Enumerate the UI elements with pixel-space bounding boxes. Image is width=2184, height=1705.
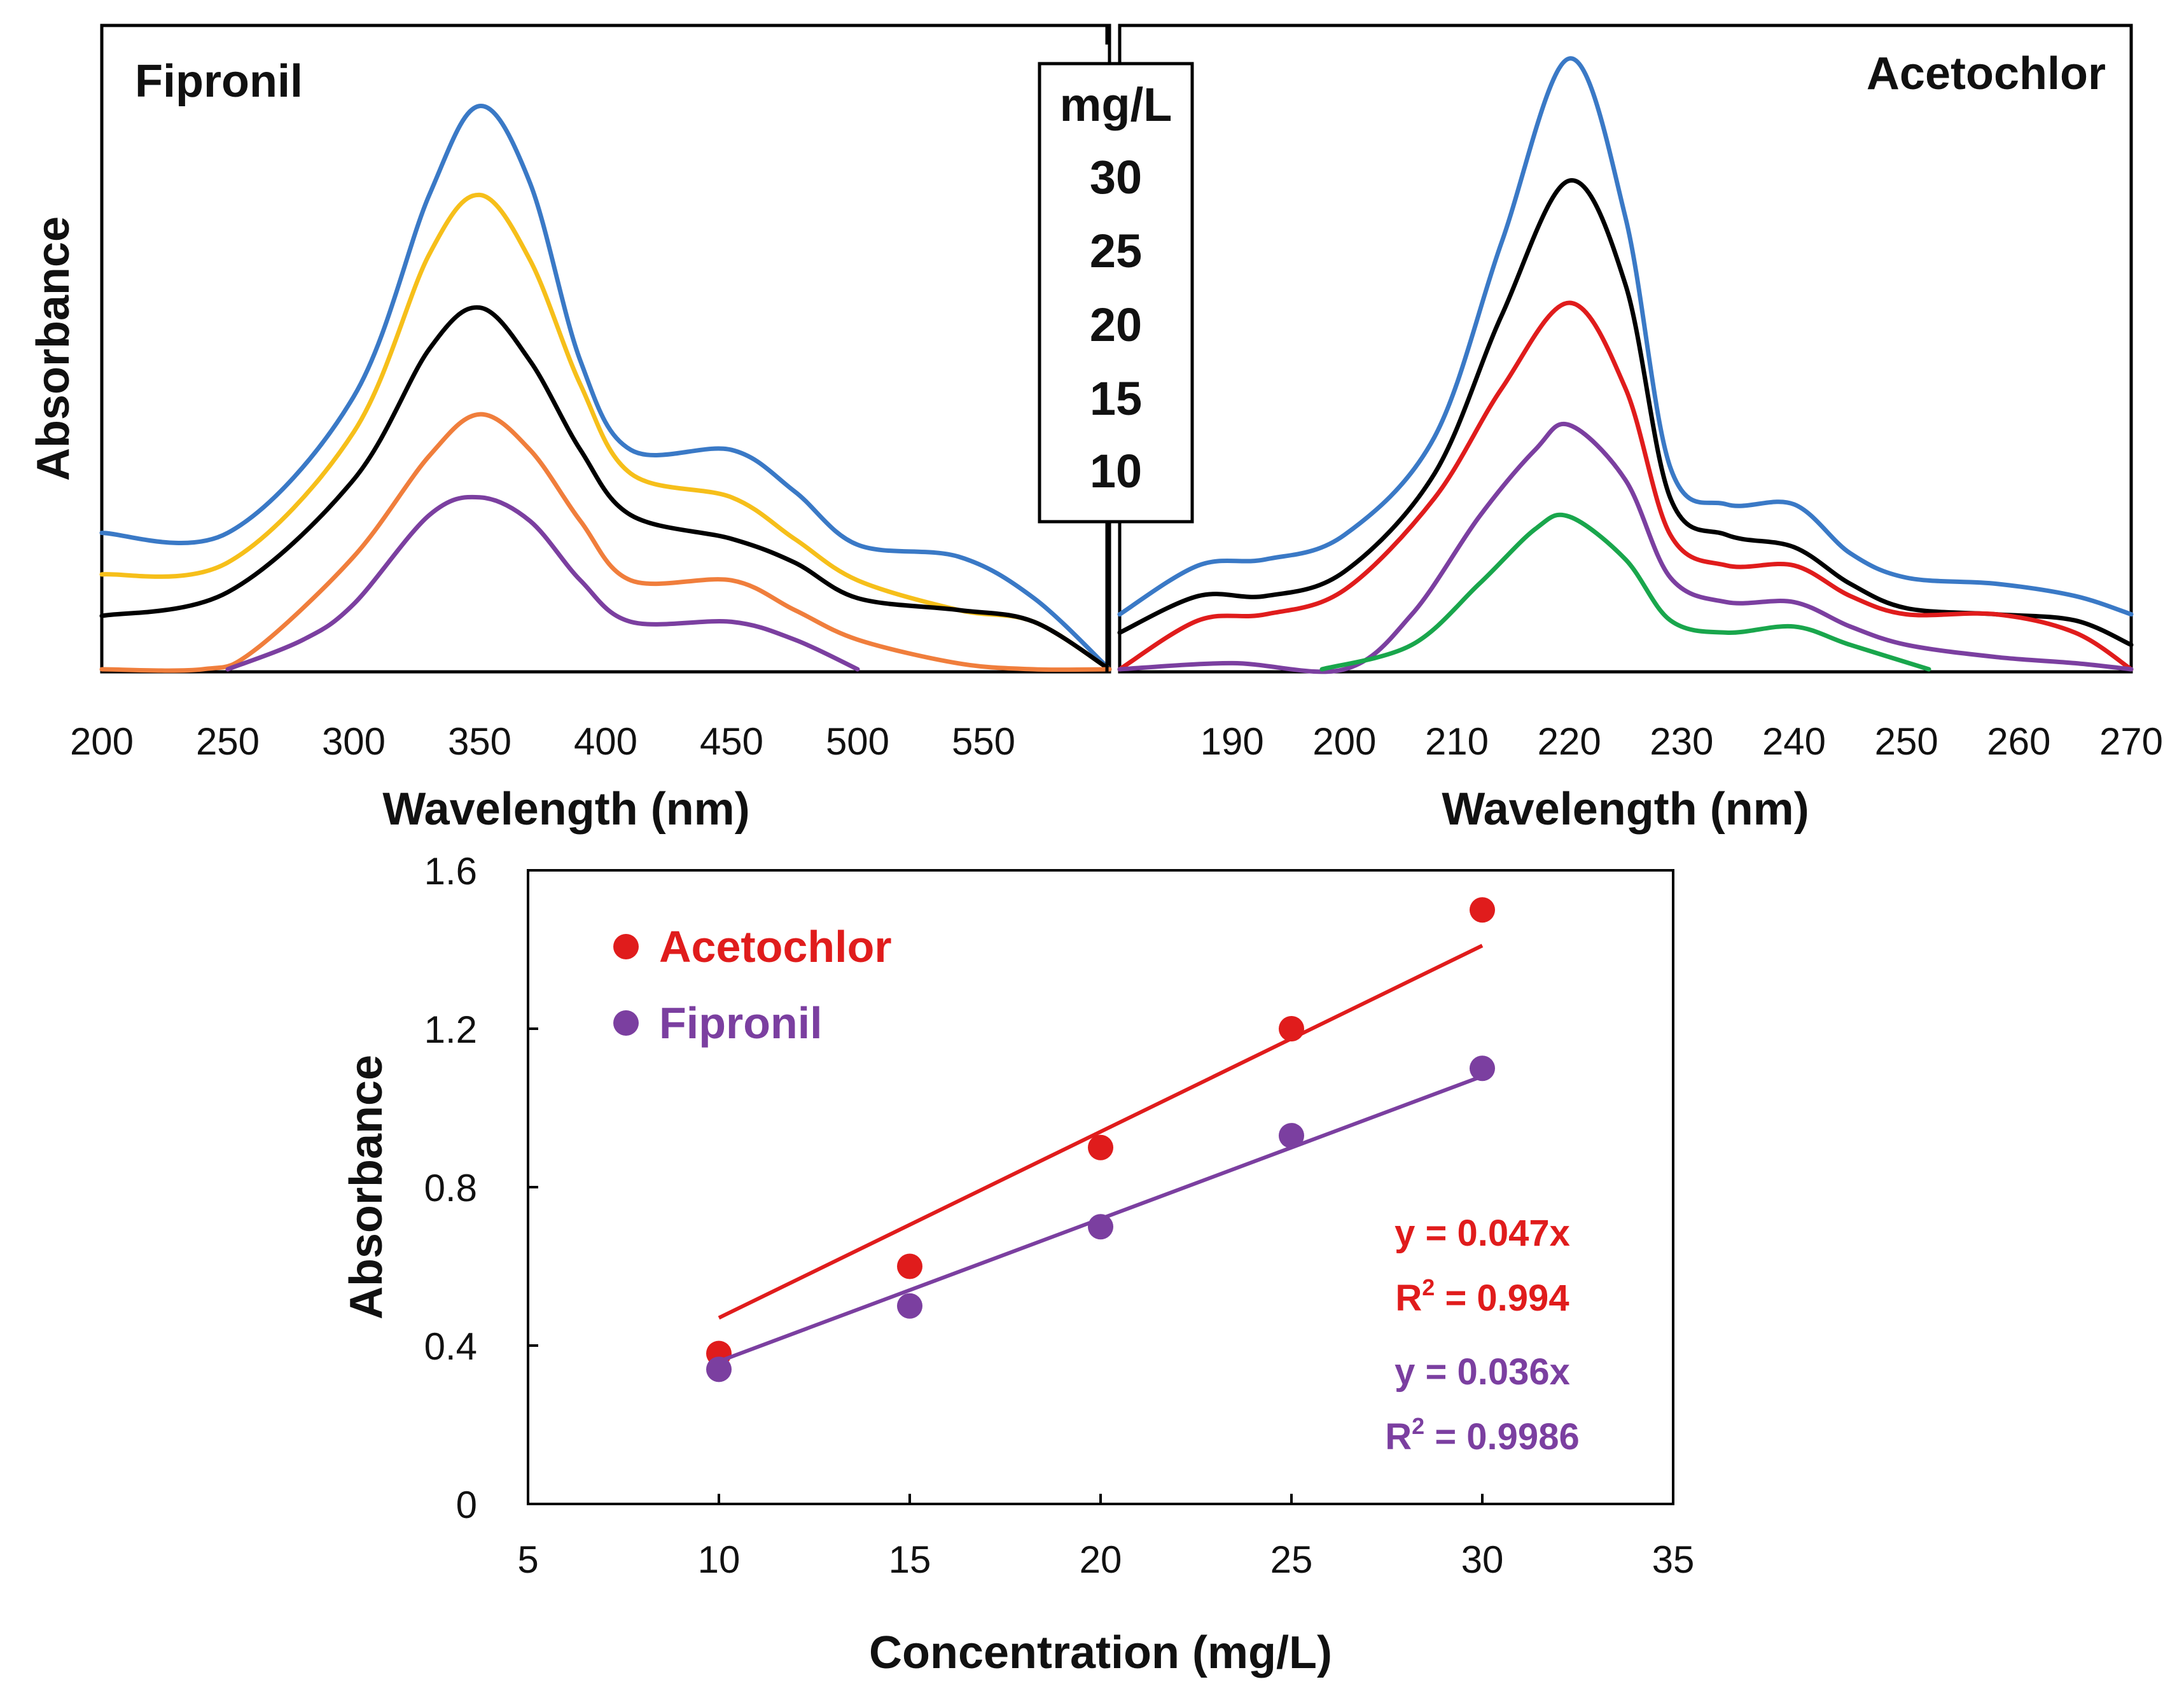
calibration-y-tick-label: 1.2 bbox=[424, 1008, 477, 1051]
calibration-panel: 5 10 15 20 25 30 35 0 0.4 0.8 1.2 1.6 Concentration… bbox=[341, 850, 1694, 1678]
concentration-legend-title: mg/L bbox=[1060, 78, 1172, 131]
calibration-x-tick-label: 20 bbox=[1080, 1538, 1122, 1581]
calibration-x-tick-label: 10 bbox=[698, 1538, 741, 1581]
legend-acetochlor-label: Acetochlor bbox=[659, 922, 892, 971]
fipronil-equation: y = 0.036x bbox=[1395, 1351, 1570, 1393]
acetochlor-panel: 190 200 210 220 230 240 250 260 270 Acetochlor W… bbox=[1117, 24, 2163, 835]
fipronil-x-tick-label: 500 bbox=[826, 720, 889, 763]
calibration-x-tick-label: 15 bbox=[889, 1538, 931, 1581]
calibration-x-tick-label: 30 bbox=[1461, 1538, 1504, 1581]
concentration-legend-entry: 30 bbox=[1090, 151, 1142, 204]
fipronil-data-point bbox=[1279, 1123, 1304, 1149]
acetochlor-x-tick-label: 240 bbox=[1762, 720, 1826, 763]
acetochlor-x-tick-label: 210 bbox=[1425, 720, 1489, 763]
fipronil-data-point bbox=[706, 1356, 732, 1382]
fipronil-x-tick-label: 400 bbox=[574, 720, 637, 763]
fipronil-panel-title: Fipronil bbox=[135, 56, 303, 107]
acetochlor-x-tick-label: 220 bbox=[1538, 720, 1601, 763]
acetochlor-x-axis-title: Wavelength (nm) bbox=[1442, 784, 1809, 835]
concentration-legend-box bbox=[1038, 62, 1194, 524]
fipronil-r-squared: R2 = 0.9986 bbox=[1385, 1413, 1579, 1458]
calibration-y-tick-label: 0.8 bbox=[424, 1167, 477, 1209]
calibration-y-tick-label: 1.6 bbox=[424, 850, 477, 893]
fipronil-series-10-line bbox=[225, 494, 860, 672]
acetochlor-x-tick-label: 190 bbox=[1200, 720, 1264, 763]
calibration-x-axis-title: Concentration (mg/L) bbox=[869, 1627, 1332, 1678]
calibration-x-tick-label: 35 bbox=[1652, 1538, 1695, 1581]
calibration-y-axis-title: Absorbance bbox=[341, 1055, 392, 1319]
concentration-legend: mg/L 30 25 20 15 10 bbox=[1038, 62, 1194, 524]
acetochlor-equation: y = 0.047x bbox=[1395, 1213, 1570, 1254]
legend-fipronil-label: Fipronil bbox=[659, 998, 823, 1048]
acetochlor-plot-frame bbox=[1118, 24, 2133, 674]
calibration-y-tick-label: 0.4 bbox=[424, 1325, 477, 1368]
acetochlor-x-tick-group: 190 200 210 220 230 240 250 260 270 bbox=[1200, 720, 2163, 763]
acetochlor-data-point bbox=[1088, 1134, 1113, 1160]
fipronil-series-30-line bbox=[99, 104, 1112, 672]
acetochlor-series-20-line bbox=[1117, 300, 2134, 672]
acetochlor-r-squared: R2 = 0.994 bbox=[1395, 1274, 1569, 1319]
acetochlor-data-point bbox=[897, 1253, 922, 1279]
fipronil-y-axis-title: Absorbance bbox=[28, 216, 79, 481]
acetochlor-series-group bbox=[1117, 56, 2134, 674]
fipronil-data-point bbox=[1470, 1055, 1495, 1082]
fipronil-x-tick-label: 450 bbox=[700, 720, 763, 763]
calibration-x-tick-label: 25 bbox=[1270, 1538, 1313, 1581]
calibration-tick-group: 5 10 15 20 25 30 35 0 0.4 0.8 1.2 1.6 bbox=[424, 850, 1695, 1581]
fipronil-x-tick-group: 200 250 300 350 400 450 500 550 bbox=[70, 720, 1015, 763]
fipronil-x-tick-label: 200 bbox=[70, 720, 134, 763]
legend-fipronil-marker bbox=[613, 1010, 639, 1036]
concentration-legend-entry: 25 bbox=[1090, 225, 1142, 277]
fipronil-series-20-line bbox=[99, 305, 1112, 672]
acetochlor-series-15-line bbox=[1117, 421, 2134, 674]
legend-acetochlor-marker bbox=[613, 934, 639, 959]
acetochlor-x-tick-label: 230 bbox=[1650, 720, 1713, 763]
fipronil-x-tick-label: 350 bbox=[448, 720, 511, 763]
acetochlor-data-point bbox=[1470, 897, 1495, 923]
calibration-x-tick-label: 5 bbox=[517, 1538, 538, 1581]
calibration-series-group bbox=[706, 897, 1495, 1382]
fipronil-data-point bbox=[897, 1293, 922, 1319]
fipronil-series-25-line bbox=[99, 192, 1112, 672]
acetochlor-series-10-line bbox=[1319, 512, 1931, 672]
acetochlor-series-25-line bbox=[1117, 178, 2134, 648]
acetochlor-x-tick-label: 250 bbox=[1875, 720, 1938, 763]
fipronil-x-tick-label: 300 bbox=[322, 720, 386, 763]
calibration-y-tick-label: 0 bbox=[456, 1484, 477, 1526]
acetochlor-x-tick-label: 200 bbox=[1312, 720, 1376, 763]
acetochlor-data-point bbox=[1279, 1016, 1304, 1041]
concentration-legend-entry: 15 bbox=[1090, 372, 1142, 425]
acetochlor-series-30-line bbox=[1117, 56, 2134, 617]
fipronil-series-15-line bbox=[99, 412, 1112, 673]
acetochlor-trendline bbox=[718, 943, 1484, 1320]
acetochlor-panel-title: Acetochlor bbox=[1867, 48, 2106, 99]
fipronil-data-point bbox=[1088, 1214, 1113, 1240]
fipronil-x-tick-label: 250 bbox=[196, 720, 260, 763]
fipronil-series-group bbox=[99, 104, 1112, 673]
fipronil-x-tick-label: 550 bbox=[952, 720, 1015, 763]
acetochlor-x-tick-label: 270 bbox=[2099, 720, 2163, 763]
fipronil-panel: 200 250 300 350 400 450 500 550 Fipronil Wavele… bbox=[28, 24, 1112, 835]
concentration-legend-entry: 20 bbox=[1090, 298, 1142, 351]
fipronil-x-axis-title: Wavelength (nm) bbox=[382, 784, 749, 835]
acetochlor-x-tick-label: 260 bbox=[1987, 720, 2050, 763]
concentration-legend-entry: 10 bbox=[1090, 445, 1142, 498]
